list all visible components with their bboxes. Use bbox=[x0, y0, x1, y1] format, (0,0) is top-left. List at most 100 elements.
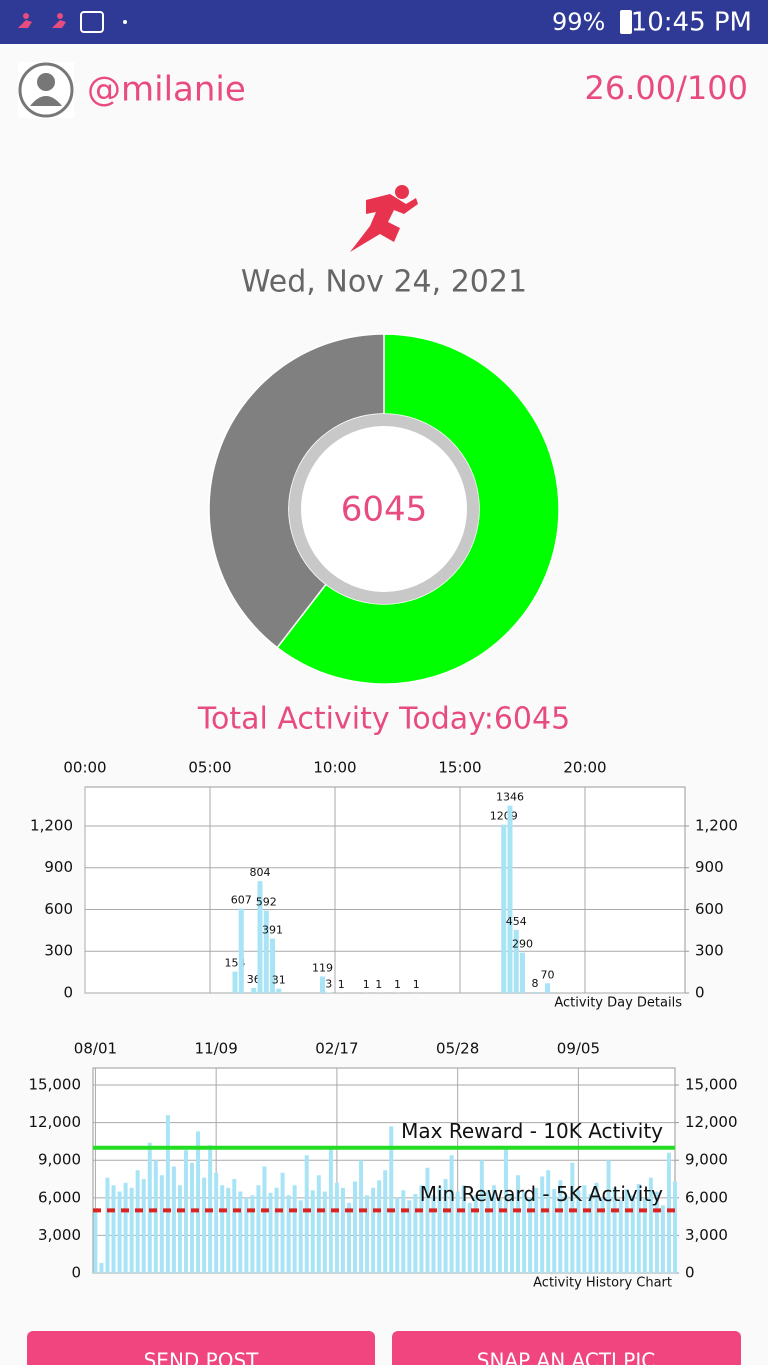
y-tick-label: 9,000 bbox=[38, 1151, 81, 1169]
bar bbox=[214, 1172, 219, 1273]
y-tick-label: 15,000 bbox=[29, 1076, 82, 1094]
bar bbox=[534, 1187, 539, 1273]
bar bbox=[346, 1202, 351, 1273]
bar bbox=[256, 1185, 261, 1273]
donut-center-label: 6045 bbox=[341, 490, 428, 530]
bar bbox=[310, 1190, 315, 1273]
status-bar bbox=[0, 0, 768, 44]
bar bbox=[520, 952, 525, 993]
battery-icon bbox=[620, 10, 632, 34]
bar bbox=[413, 1194, 418, 1273]
plot-area bbox=[84, 786, 686, 994]
button[interactable]: SNAP AN ACTI PIC bbox=[392, 1331, 741, 1365]
bar bbox=[516, 1175, 521, 1273]
bar bbox=[507, 805, 513, 993]
reference-label: Min Reward - 5K Activity bbox=[420, 1182, 663, 1206]
bar bbox=[545, 983, 550, 993]
x-tick-label: 05/28 bbox=[436, 1040, 479, 1058]
bar bbox=[251, 987, 257, 993]
x-tick-label: 05:00 bbox=[188, 759, 231, 777]
status-icons bbox=[18, 13, 66, 28]
bar bbox=[105, 1177, 110, 1273]
bar bbox=[129, 1187, 134, 1273]
bar bbox=[359, 1160, 364, 1273]
x-tick-label: 02/17 bbox=[315, 1040, 358, 1058]
bar bbox=[582, 1185, 587, 1273]
bar bbox=[612, 1187, 617, 1273]
data-label: 391 bbox=[262, 924, 283, 937]
bar bbox=[630, 1195, 635, 1273]
avatar[interactable] bbox=[18, 62, 74, 118]
clock: 10:45 PM bbox=[631, 8, 752, 38]
donut-center bbox=[301, 426, 467, 592]
bar bbox=[298, 1200, 303, 1273]
y2-tick-label: 1,200 bbox=[695, 816, 738, 834]
bar bbox=[461, 1185, 466, 1273]
bar bbox=[654, 1191, 659, 1273]
y2-tick-label: 12,000 bbox=[685, 1113, 738, 1131]
x-tick-label: 00:00 bbox=[63, 759, 106, 777]
button-label[interactable]: SNAP AN ACTI PIC bbox=[477, 1349, 655, 1365]
y2-tick-label: 0 bbox=[685, 1264, 695, 1282]
bar bbox=[576, 1190, 581, 1273]
y-tick-label: 300 bbox=[44, 942, 73, 960]
bar bbox=[238, 1191, 243, 1273]
x-tick-label: 09/05 bbox=[557, 1040, 600, 1058]
bar bbox=[250, 1195, 255, 1273]
data-label: 1 bbox=[394, 978, 401, 991]
bar bbox=[666, 1152, 671, 1273]
date: Wed, Nov 24, 2021 bbox=[241, 265, 527, 300]
x-tick-label: 08/01 bbox=[74, 1040, 117, 1058]
data-label: 607 bbox=[231, 894, 252, 907]
button-label[interactable]: SEND POST bbox=[144, 1349, 260, 1365]
y2-tick-label: 900 bbox=[695, 858, 724, 876]
bar bbox=[377, 1180, 382, 1273]
bar bbox=[322, 1191, 327, 1273]
data-label: 3 bbox=[325, 978, 332, 991]
battery-text: 99% bbox=[552, 8, 605, 36]
bar bbox=[244, 1197, 249, 1273]
bar bbox=[546, 1170, 551, 1273]
y-tick-label: 6,000 bbox=[38, 1188, 81, 1206]
bar bbox=[522, 1191, 527, 1273]
data-label: 8 bbox=[532, 977, 539, 990]
bar bbox=[618, 1200, 623, 1273]
bar bbox=[238, 908, 244, 993]
y2-tick-label: 3,000 bbox=[685, 1226, 728, 1244]
bar bbox=[624, 1189, 629, 1273]
y-tick-label: 3,000 bbox=[38, 1226, 81, 1244]
bar bbox=[226, 1187, 231, 1273]
x-tick-label: 11/09 bbox=[195, 1040, 238, 1058]
data-label: 290 bbox=[512, 938, 533, 951]
bar bbox=[636, 1184, 641, 1273]
data-label: 592 bbox=[256, 896, 277, 909]
bar bbox=[165, 1115, 170, 1273]
bar bbox=[455, 1191, 460, 1273]
bar bbox=[232, 1179, 237, 1273]
bar bbox=[340, 1187, 345, 1273]
bar bbox=[588, 1194, 593, 1273]
x-tick-label: 15:00 bbox=[438, 759, 481, 777]
bar bbox=[111, 1185, 116, 1273]
bar bbox=[594, 1182, 599, 1273]
bar bbox=[99, 1262, 104, 1273]
bar bbox=[202, 1177, 207, 1273]
button[interactable]: SEND POST bbox=[27, 1331, 375, 1365]
data-label: 119 bbox=[312, 961, 333, 974]
bar bbox=[93, 1207, 98, 1273]
bar bbox=[389, 1126, 394, 1273]
y-tick-label: 0 bbox=[71, 1264, 81, 1282]
data-label: 1209 bbox=[490, 810, 518, 823]
bar bbox=[320, 976, 325, 993]
bar bbox=[304, 1155, 309, 1273]
x-tick-label: 10:00 bbox=[313, 759, 356, 777]
bar bbox=[270, 938, 275, 993]
data-label: 1346 bbox=[496, 791, 524, 804]
bar bbox=[570, 1162, 575, 1273]
y-tick-label: 900 bbox=[44, 858, 73, 876]
y-tick-label: 0 bbox=[63, 984, 73, 1002]
username[interactable]: @milanie bbox=[87, 70, 246, 110]
chart-caption: Activity History Chart bbox=[533, 1276, 672, 1291]
bar bbox=[540, 1176, 545, 1273]
